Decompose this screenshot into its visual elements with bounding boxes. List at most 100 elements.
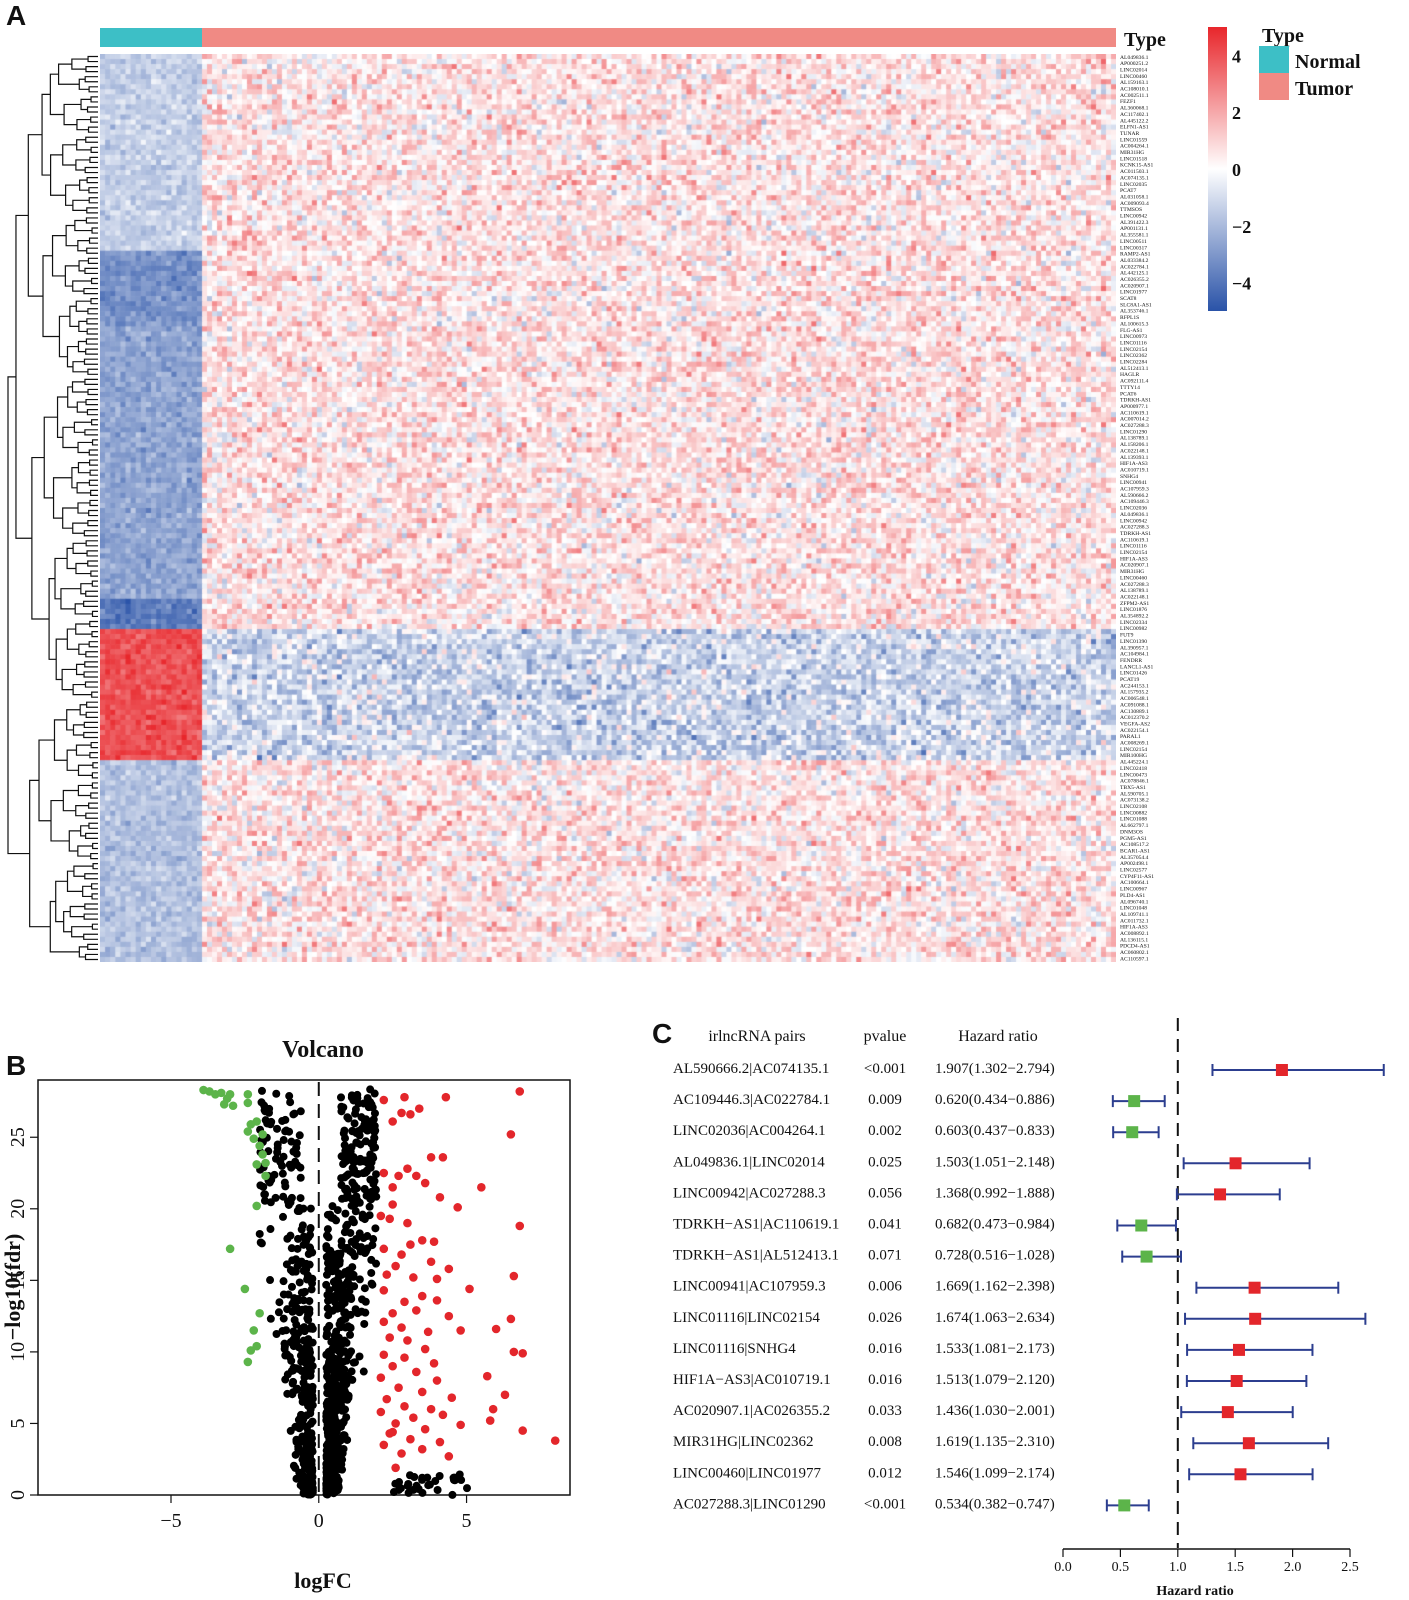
row-label: AC130889.1	[1120, 709, 1149, 715]
volcano-point-ns	[336, 1317, 345, 1326]
volcano-point-ns	[423, 1473, 432, 1482]
volcano-point-up	[379, 1095, 389, 1105]
volcano-point-ns	[326, 1375, 335, 1384]
row-label: PCAT6	[1120, 391, 1137, 397]
volcano-point-ns	[412, 1481, 421, 1490]
volcano-point-ns	[288, 1379, 297, 1388]
volcano-point-ns	[341, 1308, 350, 1317]
row-label: SLC8A1-AS1	[1120, 302, 1152, 308]
dendrogram-branch	[89, 156, 98, 164]
row-label: LINC02036	[1120, 506, 1147, 512]
dendrogram-branch	[84, 166, 98, 174]
dendrogram-branch	[83, 358, 98, 365]
volcano-point-up	[412, 1171, 421, 1181]
volcano-point-ns	[297, 1288, 306, 1297]
dendrogram-branch	[67, 386, 78, 408]
volcano-point-ns	[360, 1185, 369, 1194]
volcano-point-ns	[283, 1234, 292, 1243]
forest-row-pvalue: 0.006	[868, 1279, 902, 1295]
row-label: AC104984.1	[1120, 652, 1149, 658]
ns-points	[255, 1085, 472, 1499]
volcano-point-ns	[306, 1224, 315, 1233]
volcano-point-up	[388, 1200, 397, 1209]
volcano-point-ns	[296, 1107, 305, 1116]
volcano-point-up	[409, 1413, 418, 1423]
row-label: AC007014.2	[1120, 417, 1149, 423]
row-label: MIR31HG	[1120, 569, 1144, 575]
row-label: AL512413.1	[1120, 366, 1149, 372]
row-label: AL049836.1	[1120, 512, 1149, 518]
dendrogram-branch	[85, 348, 98, 355]
volcano-point-down	[225, 1090, 235, 1099]
row-label: LINC02362	[1120, 353, 1147, 359]
dendrogram-branch	[72, 724, 85, 736]
dendrogram-branch	[75, 805, 89, 817]
row-label: LINC02035	[1120, 182, 1147, 188]
volcano-point-ns	[297, 1225, 306, 1234]
volcano-point-ns	[288, 1299, 297, 1308]
volcano-ylabel: −log10(fdr)	[0, 1234, 25, 1341]
panel-label-a: A	[6, 0, 27, 31]
row-label: AL353746.1	[1120, 309, 1149, 315]
volcano-point-ns	[410, 1473, 419, 1482]
dendrogram-branch	[66, 345, 79, 368]
forest-row-pvalue: 0.025	[868, 1154, 902, 1170]
volcano-point-down	[228, 1101, 238, 1111]
dendrogram-branch	[77, 462, 91, 474]
volcano-point-ns	[363, 1094, 372, 1103]
volcano-chart: Volcano −5 0 5 0 5 10 15 20 25 logFC −log10(fdr)	[0, 1037, 571, 1593]
forest-point-protective	[1135, 1219, 1148, 1232]
row-label: AC073138.2	[1120, 798, 1149, 804]
dendrogram-branch	[77, 340, 87, 353]
volcano-point-ns	[289, 1461, 298, 1470]
volcano-point-ns	[304, 1315, 313, 1324]
volcano-point-up	[403, 1218, 412, 1228]
volcano-point-ns	[293, 1262, 302, 1271]
forest-row-hr: 1.513(1.079−2.120)	[935, 1372, 1055, 1388]
row-label: LINC01426	[1120, 671, 1147, 677]
volcano-point-ns	[463, 1484, 472, 1493]
row-label: AC004264.1	[1120, 144, 1149, 150]
volcano-point-ns	[263, 1119, 272, 1128]
dendrogram-branch	[90, 792, 98, 799]
forest-point-risk	[1249, 1312, 1262, 1325]
volcano-point-ns	[358, 1295, 367, 1304]
volcano-point-ns	[344, 1322, 353, 1331]
row-label: LINC02014	[1120, 67, 1147, 73]
row-label: AL445122.2	[1120, 118, 1149, 124]
volcano-point-ns	[345, 1287, 354, 1296]
volcano-point-ns	[334, 1483, 343, 1492]
volcano-point-ns	[348, 1375, 357, 1384]
volcano-point-up	[379, 1317, 389, 1327]
row-label: AP002498.1	[1120, 861, 1148, 867]
volcano-point-ns	[358, 1210, 367, 1219]
row-label: LINC02108	[1120, 804, 1147, 810]
volcano-point-ns	[370, 1109, 379, 1118]
dendrogram-branch	[91, 439, 98, 446]
dendrogram-branch	[66, 547, 76, 570]
dendrogram-branch	[85, 338, 98, 345]
dendrogram-branch	[90, 741, 98, 749]
forest-row-pair: HIF1A−AS3|AC010719.1	[673, 1372, 831, 1388]
dendrogram-branch	[79, 179, 89, 191]
volcano-point-down	[252, 1201, 262, 1211]
dendrogram-branch	[54, 557, 68, 600]
volcano-point-ns	[328, 1202, 337, 1211]
dendrogram-branch	[78, 260, 89, 272]
row-label: TTTY14	[1120, 385, 1140, 391]
volcano-point-ns	[349, 1155, 358, 1164]
volcano-point-down	[249, 1326, 259, 1335]
volcano-point-up	[400, 1401, 409, 1411]
volcano-point-ns	[302, 1411, 311, 1420]
forest-row-pair: TDRKH−AS1|AL512413.1	[673, 1248, 839, 1264]
volcano-point-ns	[306, 1419, 315, 1428]
volcano-ytick-label: 5	[7, 1418, 29, 1428]
volcano-point-up	[397, 1323, 406, 1332]
volcano-point-ns	[355, 1352, 364, 1361]
forest-row-pvalue: 0.041	[868, 1217, 902, 1233]
row-label: TBX5-AS1	[1120, 785, 1146, 791]
row-label: AC020907.1	[1120, 283, 1149, 289]
volcano-point-ns	[336, 1349, 345, 1358]
dendrogram-branch	[76, 401, 88, 413]
volcano-point-ns	[322, 1270, 331, 1279]
